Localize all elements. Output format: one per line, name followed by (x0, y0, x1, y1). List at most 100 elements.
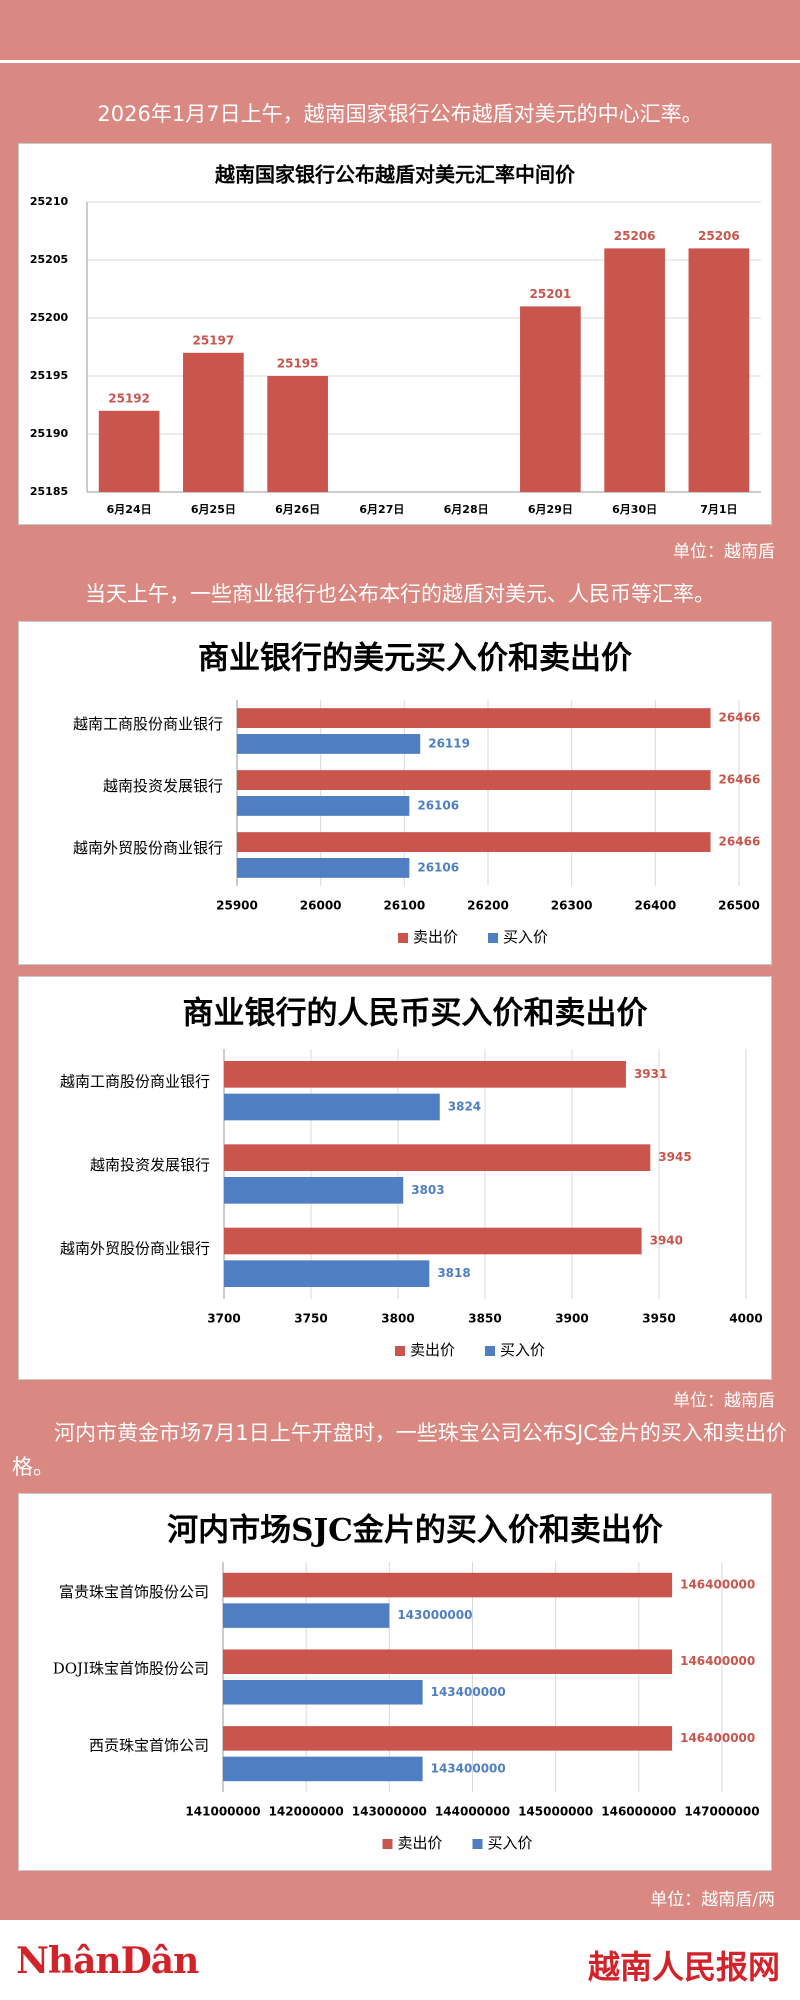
x-tick-label: 26500 (718, 899, 760, 913)
footer: NhânDân 越南人民报网 (0, 1920, 800, 2000)
chart: 商业银行的人民币买入价和卖出价 3700 3750 3800 3850 3900 3950 4… (60, 996, 763, 1360)
x-tick-label: 25900 (216, 899, 258, 913)
value-label: 25206 (614, 229, 656, 243)
x-tick-label: 144000000 (435, 1805, 510, 1819)
y-tick-label: 25185 (30, 485, 68, 498)
bar (183, 352, 244, 492)
y-tick-label: 25200 (30, 311, 69, 324)
y-tick-label: 25205 (30, 253, 68, 266)
y-tick-label: 越南投资发展银行 (90, 1156, 210, 1174)
bar (267, 376, 328, 492)
unit-note: 单位：越南盾 (673, 1391, 775, 1411)
y-tick-label: 越南外贸股份商业银行 (73, 839, 223, 857)
value-label: 3818 (437, 1266, 470, 1280)
value-label: 25197 (193, 333, 235, 347)
legend-label: 买入价 (488, 1834, 533, 1852)
x-tick-label: 6月28日 (444, 503, 489, 516)
chart-panel: 越南国家银行公布越盾对美元汇率中间价 25185 25190 25195 25200 25… (18, 143, 772, 525)
bar (223, 1680, 423, 1705)
x-tick-label: 3900 (555, 1312, 588, 1326)
legend-swatch (398, 933, 408, 943)
value-label: 25195 (277, 357, 319, 371)
x-tick-label: 26300 (551, 899, 593, 913)
x-tick-label: 26400 (634, 899, 676, 913)
legend-label: 卖出价 (413, 928, 458, 946)
value-label: 26119 (428, 736, 470, 750)
legend-swatch (382, 1839, 393, 1849)
value-label: 3931 (634, 1067, 667, 1081)
value-label: 3824 (448, 1100, 481, 1114)
bar (223, 1572, 673, 1598)
bar (520, 306, 581, 492)
x-tick-label: 145000000 (518, 1805, 593, 1819)
chart-panel: 河内市场SJC金片的买入价和卖出价 141000000 142000000 14300… (18, 1493, 772, 1871)
value-label: 25206 (698, 229, 740, 243)
x-tick-label: 6月27日 (359, 503, 404, 516)
y-tick-label: 富贵珠宝首饰股份公司 (59, 1583, 209, 1601)
bar (237, 770, 711, 790)
legend-swatch (485, 1346, 495, 1356)
value-label: 143000000 (397, 1608, 472, 1622)
legend-label: 卖出价 (398, 1834, 443, 1852)
legend-swatch (472, 1839, 483, 1849)
intro-text: 当天上午，一些商业银行也公布本行的越盾对美元、人民币等汇率。 (85, 582, 715, 606)
value-label: 146400000 (680, 1654, 755, 1668)
x-tick-label: 6月30日 (612, 503, 657, 516)
bar (223, 1726, 673, 1751)
bar (223, 1649, 673, 1674)
bar (224, 1144, 651, 1171)
unit-note: 单位：越南盾/两 (650, 1890, 775, 1910)
y-tick-label: 越南工商股份商业银行 (60, 1073, 210, 1091)
value-label: 3940 (650, 1234, 683, 1248)
value-label: 26466 (719, 773, 761, 787)
y-tick-label: 越南外贸股份商业银行 (60, 1239, 210, 1257)
y-tick-label: 25210 (30, 195, 69, 208)
x-tick-label: 4000 (729, 1312, 762, 1326)
x-tick-label: 26100 (383, 899, 425, 913)
y-tick-label: 25195 (30, 369, 68, 382)
bar (98, 410, 160, 492)
legend-label: 卖出价 (410, 1341, 455, 1359)
value-label: 143400000 (431, 1761, 506, 1775)
x-tick-label: 7月1日 (700, 503, 737, 516)
logo-left: NhânDân (16, 1940, 199, 1982)
legend-swatch (395, 1346, 405, 1356)
y-tick-label: 25190 (30, 427, 69, 440)
chart-title: 越南国家银行公布越盾对美元汇率中间价 (214, 163, 576, 187)
x-tick-label: 147000000 (684, 1805, 759, 1819)
y-tick-label: 西贡珠宝首饰公司 (89, 1736, 209, 1754)
bar (237, 796, 410, 816)
unit-note: 单位：越南盾 (673, 542, 775, 562)
bar (604, 248, 665, 492)
bar (224, 1093, 440, 1121)
y-tick-label: DOJI珠宝首饰股份公司 (53, 1660, 209, 1678)
x-tick-label: 3950 (642, 1312, 675, 1326)
x-tick-label: 146000000 (601, 1805, 676, 1819)
chart: 河内市场SJC金片的买入价和卖出价 141000000 142000000 14300… (53, 1513, 760, 1853)
value-label: 26466 (719, 711, 761, 725)
x-tick-label: 6月25日 (191, 503, 236, 516)
x-tick-label: 26000 (300, 899, 342, 913)
chart-panel: 商业银行的人民币买入价和卖出价 3700 3750 3800 3850 3900 3950 4… (18, 976, 772, 1380)
chart-title: 商业银行的美元买入价和卖出价 (198, 641, 632, 677)
value-label: 26106 (417, 860, 459, 874)
value-label: 25192 (108, 391, 150, 405)
value-label: 26466 (719, 835, 761, 849)
x-tick-label: 3700 (207, 1312, 240, 1326)
top-rule (0, 60, 800, 63)
chart: 商业银行的美元买入价和卖出价 25900 26000 26100 26200 26300 2… (73, 641, 761, 947)
x-tick-label: 3800 (381, 1312, 414, 1326)
value-label: 3945 (658, 1150, 691, 1164)
x-tick-label: 6月29日 (528, 503, 573, 516)
value-label: 25201 (530, 287, 572, 301)
intro-text: 河内市黄金市场7月1日上午开盘时，一些珠宝公司公布SJC金片的买入和卖出价格。 (12, 1421, 787, 1479)
value-label: 3803 (411, 1183, 444, 1197)
bar (237, 832, 711, 852)
bar (224, 1061, 626, 1088)
chart-title: 商业银行的人民币买入价和卖出价 (183, 996, 648, 1032)
y-tick-label: 越南工商股份商业银行 (73, 715, 223, 733)
bar (223, 1756, 423, 1782)
x-tick-label: 143000000 (352, 1805, 427, 1819)
bar (223, 1603, 390, 1628)
